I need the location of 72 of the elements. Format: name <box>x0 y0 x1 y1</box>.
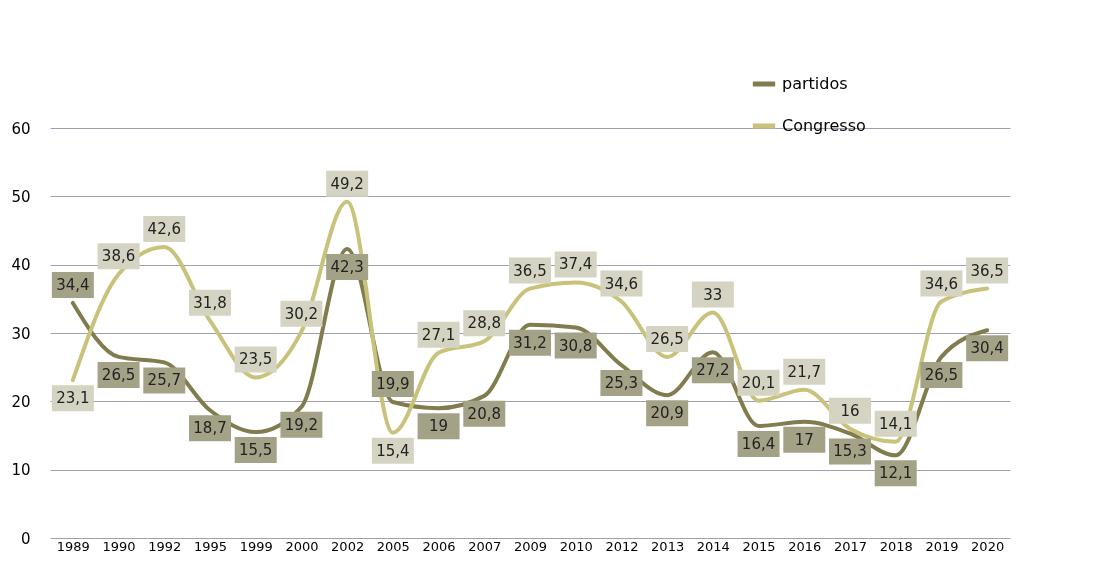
x-tick-label: 1989 <box>56 538 90 554</box>
data-label: 34,6 <box>604 274 639 293</box>
y-tick-label: 40 <box>11 256 31 275</box>
data-label: 31,8 <box>193 293 227 312</box>
y-tick-label: 20 <box>11 392 31 411</box>
data-label: 21,7 <box>787 362 821 381</box>
data-label: 27,2 <box>696 361 730 380</box>
x-tick-label: 2000 <box>285 538 319 554</box>
legend-label: Congresso <box>782 116 866 135</box>
x-tick-label: 2017 <box>833 538 868 554</box>
y-tick-label: 0 <box>20 529 31 548</box>
x-tick-label: 2005 <box>376 538 410 554</box>
x-tick-label: 2007 <box>468 538 502 554</box>
data-label: 25,7 <box>147 371 181 390</box>
data-label: 28,8 <box>467 314 501 333</box>
y-tick-label: 30 <box>11 324 31 343</box>
data-label: 30,4 <box>970 339 1004 358</box>
data-label: 38,6 <box>101 247 136 266</box>
x-tick-label: 2013 <box>651 538 685 554</box>
data-label: 26,5 <box>924 365 959 384</box>
x-tick-label: 1995 <box>193 538 228 554</box>
data-label: 34,4 <box>56 275 90 294</box>
data-label: 42,3 <box>330 257 364 276</box>
data-label: 42,6 <box>147 219 181 238</box>
data-label: 26,5 <box>101 365 136 384</box>
data-label: 37,4 <box>559 255 593 274</box>
data-label: 19,9 <box>376 375 410 394</box>
data-label: 30,8 <box>559 336 593 355</box>
data-label: 17 <box>794 430 814 449</box>
data-label: 34,6 <box>924 274 959 293</box>
data-label: 30,2 <box>284 304 319 323</box>
data-label: 15,5 <box>239 441 273 460</box>
data-label: 36,5 <box>970 261 1004 280</box>
x-tick-label: 2015 <box>742 538 776 554</box>
x-tick-label: 2018 <box>879 538 913 554</box>
data-label: 16,4 <box>741 434 776 453</box>
x-tick-label: 1990 <box>102 538 136 554</box>
data-label: 15,4 <box>376 441 410 460</box>
data-label: 16 <box>840 401 860 420</box>
x-tick-label: 1992 <box>148 538 182 554</box>
y-tick-label: 60 <box>11 119 31 138</box>
x-tick-label: 2012 <box>605 538 639 554</box>
data-label: 18,7 <box>193 419 227 438</box>
data-label: 20,1 <box>741 373 776 392</box>
y-tick-label: 10 <box>11 461 31 480</box>
data-label: 23,1 <box>56 389 90 408</box>
x-tick-label: 2020 <box>971 538 1005 554</box>
data-label: 19,2 <box>284 415 319 434</box>
data-label: 25,3 <box>604 374 639 393</box>
data-label: 20,9 <box>650 404 684 423</box>
data-label: 23,5 <box>239 350 273 369</box>
data-label: 12,1 <box>879 464 913 483</box>
data-label: 36,5 <box>513 261 547 280</box>
data-label: 15,3 <box>833 442 867 461</box>
x-tick-label: 2010 <box>559 538 593 554</box>
data-label: 26,5 <box>650 329 684 348</box>
data-label: 19 <box>429 417 449 436</box>
data-label: 31,2 <box>513 333 547 352</box>
x-tick-label: 2009 <box>513 538 548 554</box>
legend-label: partidos <box>782 74 848 93</box>
x-tick-label: 2016 <box>788 538 822 554</box>
data-label: 33 <box>703 285 723 304</box>
x-tick-label: 2002 <box>331 538 365 554</box>
data-label: 49,2 <box>330 174 364 193</box>
x-tick-label: 2019 <box>925 538 959 554</box>
data-label: 14,1 <box>879 414 913 433</box>
y-tick-label: 50 <box>11 187 31 206</box>
x-tick-label: 2006 <box>422 538 456 554</box>
data-label: 20,8 <box>467 404 501 423</box>
data-label: 27,1 <box>421 325 456 344</box>
x-tick-label: 2014 <box>696 538 730 554</box>
x-tick-label: 1999 <box>239 538 273 554</box>
